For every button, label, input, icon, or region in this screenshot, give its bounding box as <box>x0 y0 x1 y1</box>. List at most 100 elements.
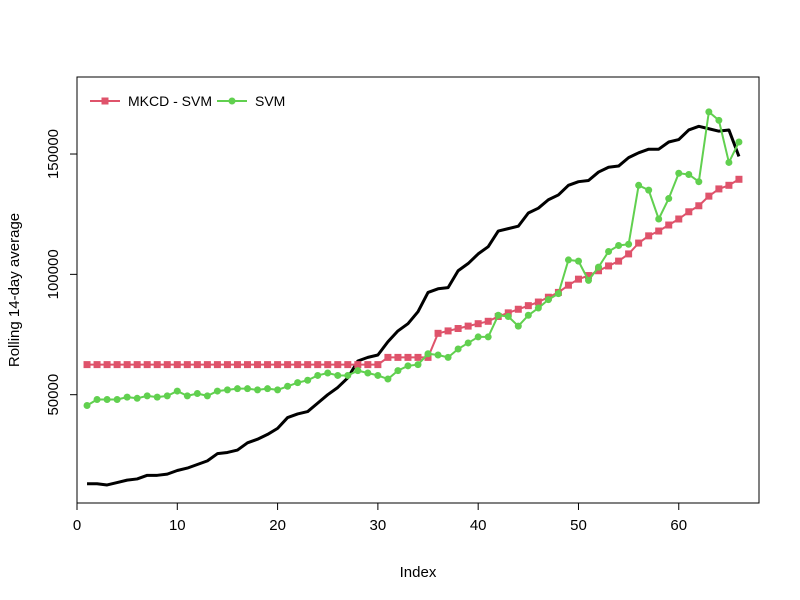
data-point <box>514 322 522 330</box>
data-point <box>685 170 693 178</box>
data-point <box>314 361 322 369</box>
data-point <box>324 361 332 369</box>
data-point <box>334 371 342 379</box>
legend-label: MKCD - SVM <box>128 93 212 109</box>
data-point <box>725 181 733 189</box>
data-point <box>244 361 251 369</box>
data-point <box>615 241 623 249</box>
data-point <box>504 309 512 317</box>
data-point <box>103 396 111 404</box>
data-point <box>484 317 492 325</box>
data-point <box>675 215 683 223</box>
data-point <box>83 361 91 369</box>
data-point <box>304 376 312 384</box>
data-point <box>564 281 572 289</box>
data-point <box>113 396 121 404</box>
data-point <box>344 371 352 379</box>
data-point <box>474 320 482 328</box>
data-point <box>564 256 572 264</box>
data-point <box>454 325 462 333</box>
data-point <box>314 371 322 379</box>
y-tick-label: 150000 <box>45 129 62 179</box>
data-point <box>173 361 181 369</box>
data-point <box>595 267 603 275</box>
data-point <box>284 361 292 369</box>
data-point <box>725 158 733 166</box>
data-point <box>244 385 251 393</box>
data-point <box>534 298 542 306</box>
data-point <box>163 361 171 369</box>
legend-item: MKCD - SVM <box>90 93 212 109</box>
data-point <box>143 361 151 369</box>
legend-marker <box>228 97 236 105</box>
data-point <box>394 353 402 361</box>
legend-marker <box>101 97 109 105</box>
data-point <box>233 361 241 369</box>
data-point <box>474 333 482 341</box>
data-point <box>93 361 101 369</box>
data-point <box>173 387 181 395</box>
data-point <box>93 396 101 404</box>
data-point <box>183 392 191 400</box>
data-point <box>324 369 332 377</box>
data-point <box>264 361 272 369</box>
series-layer <box>83 108 743 487</box>
data-point <box>374 371 382 379</box>
data-point <box>153 393 161 401</box>
data-point <box>454 345 462 353</box>
y-tick-label: 100000 <box>45 249 62 299</box>
data-point <box>213 361 221 369</box>
legend: MKCD - SVM SVM <box>90 93 285 109</box>
data-point <box>83 402 91 410</box>
data-point <box>193 389 201 397</box>
data-point <box>585 272 592 280</box>
data-point <box>484 333 492 341</box>
data-point <box>444 353 452 361</box>
data-point <box>655 215 663 223</box>
data-point <box>344 361 352 369</box>
data-point <box>705 192 713 200</box>
data-point <box>384 375 392 383</box>
data-point <box>514 305 522 313</box>
data-point <box>635 239 643 247</box>
legend-label: SVM <box>255 93 285 109</box>
data-point <box>735 138 743 146</box>
x-axis-label: Index <box>400 564 437 581</box>
data-point <box>123 361 131 369</box>
data-point <box>133 394 141 402</box>
data-point <box>635 181 643 189</box>
data-point <box>414 361 422 369</box>
x-tick-label: 10 <box>169 517 186 534</box>
data-point <box>534 304 542 312</box>
data-point <box>364 369 372 377</box>
data-point <box>625 250 633 258</box>
data-point <box>625 240 633 248</box>
data-point <box>394 367 402 375</box>
data-point <box>223 386 231 394</box>
series-line <box>87 178 740 366</box>
data-point <box>645 186 653 194</box>
data-point <box>665 195 673 203</box>
data-point <box>735 175 743 183</box>
series-0 <box>87 124 741 487</box>
data-point <box>685 208 693 216</box>
data-point <box>354 367 362 375</box>
data-point <box>103 361 111 369</box>
data-point <box>113 361 121 369</box>
data-point <box>284 382 292 390</box>
series-line <box>87 124 741 487</box>
data-point <box>414 353 422 361</box>
data-point <box>223 361 231 369</box>
y-axis: 50000 100000 150000 <box>45 129 78 416</box>
data-point <box>574 257 582 265</box>
x-tick-label: 30 <box>370 517 387 534</box>
x-tick-label: 60 <box>670 517 687 534</box>
data-point <box>233 385 241 393</box>
data-point <box>274 361 282 369</box>
data-point <box>715 185 723 193</box>
data-point <box>595 263 603 271</box>
data-point <box>494 311 502 319</box>
data-point <box>294 379 302 387</box>
plot-frame <box>76 76 760 504</box>
data-point <box>163 392 171 400</box>
